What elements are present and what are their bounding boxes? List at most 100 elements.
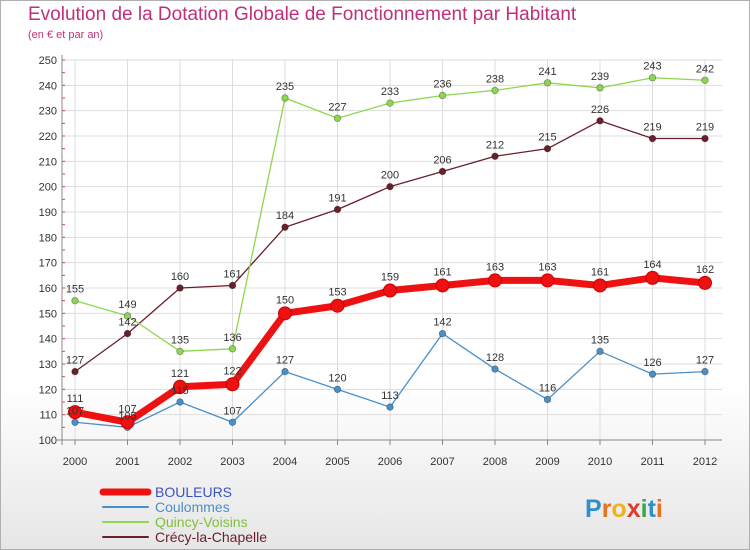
data-point: [281, 94, 289, 102]
data-label: 200: [381, 170, 399, 182]
data-point: [333, 205, 342, 214]
data-point: [543, 395, 552, 404]
data-point: [648, 74, 657, 82]
data-point: [71, 367, 79, 376]
x-tick-label: 2007: [430, 456, 454, 468]
data-point: [698, 275, 712, 290]
data-point: [596, 117, 604, 125]
data-point: [330, 298, 345, 313]
chart-title: Evolution de la Dotation Globale de Fonc…: [28, 4, 577, 25]
legend-label: Crécy-la-Chapelle: [155, 529, 267, 545]
data-point: [333, 114, 342, 122]
data-label: 161: [223, 268, 241, 280]
legend-label: BOULEURS: [155, 484, 232, 500]
axes: 100 110 120 130 140 150 160 170 180 190 200 210 220 2…: [39, 55, 722, 468]
data-label: 111: [67, 393, 84, 405]
data-point: [435, 278, 450, 293]
data-point: [701, 134, 709, 143]
x-tick-label: 2003: [220, 456, 244, 468]
x-tick-label: 2012: [693, 456, 717, 468]
y-tick-label: 190: [39, 207, 57, 219]
y-tick-label: 180: [39, 232, 57, 244]
y-tick-label: 100: [39, 435, 57, 447]
data-label: 159: [381, 272, 399, 284]
data-label: 191: [328, 192, 346, 204]
data-point: [491, 365, 499, 373]
data-label: 113: [381, 390, 399, 402]
data-label: 163: [486, 261, 504, 273]
data-point: [333, 385, 342, 394]
x-tick-label: 2002: [168, 456, 192, 468]
y-tick-label: 230: [39, 106, 57, 118]
data-label: 219: [643, 122, 661, 134]
x-tick-label: 2004: [273, 456, 297, 468]
legend-label: Quincy-Voisins: [155, 514, 248, 530]
x-tick-label: 2011: [641, 456, 665, 468]
data-label: 233: [381, 86, 399, 98]
data-label: 155: [66, 284, 84, 296]
proxiti-logo: Proxiti: [585, 495, 663, 523]
y-tick-label: 250: [39, 55, 57, 67]
data-label: 235: [276, 81, 294, 93]
data-label: 105: [118, 410, 136, 422]
data-label: 160: [171, 271, 189, 283]
x-tick-label: 2008: [483, 456, 507, 468]
data-point: [176, 284, 184, 292]
data-point: [123, 312, 132, 320]
x-tick-label: 2010: [588, 456, 612, 468]
data-label: 243: [643, 61, 661, 73]
data-label: 236: [433, 78, 451, 90]
data-label: 206: [433, 154, 451, 166]
data-point: [488, 273, 502, 288]
x-tick-label: 2000: [63, 456, 87, 468]
legend-label: Coulommes: [155, 499, 230, 515]
logo-letter: i: [656, 495, 663, 523]
data-point: [228, 281, 237, 290]
legend: BOULEURSCoulommesQuincy-VoisinsCrécy-la-…: [99, 484, 267, 545]
data-point: [176, 398, 184, 406]
y-tick-label: 220: [39, 131, 57, 143]
data-point: [281, 367, 289, 376]
data-label: 238: [486, 73, 504, 85]
y-tick-label: 110: [39, 410, 57, 422]
data-point: [596, 84, 604, 92]
data-point: [491, 152, 499, 160]
data-point: [543, 79, 552, 87]
data-point: [383, 283, 397, 298]
y-tick-label: 120: [39, 384, 57, 396]
data-label: 150: [276, 294, 294, 306]
data-labels: 127 142 160 161 184 191 200 206 212 215 226 219 219 1…: [66, 61, 714, 423]
data-point: [120, 415, 135, 430]
data-label: 164: [643, 259, 661, 271]
data-label: 149: [118, 299, 136, 311]
y-tick-label: 170: [39, 258, 57, 270]
data-label: 122: [223, 365, 241, 377]
logo-letter: o: [611, 495, 626, 523]
data-label: 161: [591, 266, 609, 278]
data-label: 115: [171, 385, 189, 397]
data-point: [540, 273, 555, 288]
data-point: [438, 91, 447, 100]
data-label: 116: [539, 382, 557, 394]
data-point: [648, 134, 657, 143]
data-point: [281, 223, 289, 231]
data-label: 227: [328, 101, 346, 113]
data-point: [176, 347, 184, 356]
data-point: [438, 167, 447, 176]
data-label: 128: [486, 352, 504, 364]
x-tick-label: 2001: [115, 456, 139, 468]
x-tick-label: 2009: [535, 456, 559, 468]
data-point: [593, 278, 607, 293]
logo-letter: x: [627, 495, 641, 523]
data-label: 127: [696, 355, 714, 367]
data-label: 135: [591, 334, 609, 346]
data-label: 215: [538, 132, 556, 144]
data-point: [173, 379, 187, 394]
y-tick-label: 150: [39, 308, 57, 320]
logo-letter: t: [648, 495, 657, 523]
data-point: [68, 405, 82, 420]
data-label: 239: [591, 71, 609, 83]
series-lines: [68, 74, 712, 432]
data-point: [71, 418, 79, 426]
data-point: [543, 144, 552, 153]
